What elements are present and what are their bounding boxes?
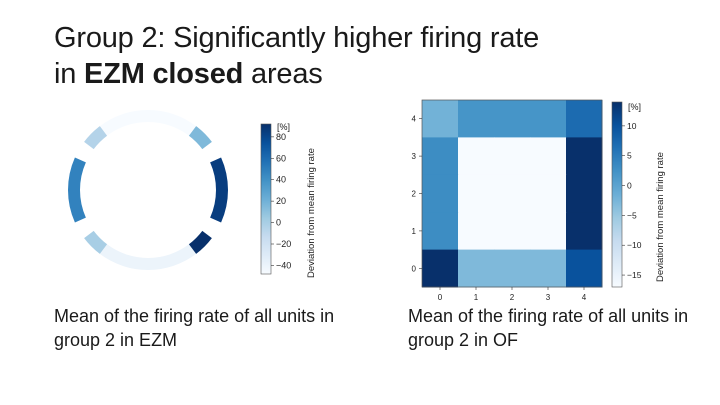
- of-cell: [494, 174, 531, 213]
- of-colorbar-tick-label: −5: [627, 210, 637, 220]
- of-x-tick-label: 2: [510, 293, 515, 302]
- of-cell: [422, 100, 459, 138]
- of-cell: [458, 100, 495, 138]
- of-cell: [566, 137, 603, 176]
- ezm-colorbar: [260, 123, 272, 275]
- title-line-2-pre: in: [54, 58, 85, 90]
- ezm-caption: Mean of the firing rate of all units in …: [54, 306, 335, 350]
- of-x-tick-label: 3: [546, 293, 551, 302]
- ezm-colorbar-tick-label: −40: [276, 260, 291, 270]
- slide-title: Group 2: Significantly higher firing rat…: [54, 20, 539, 92]
- of-y-tick-label: 4: [412, 115, 417, 124]
- of-y-tick-label: 3: [412, 152, 417, 161]
- of-cell: [530, 212, 567, 251]
- ezm-segment-bottom: [99, 244, 197, 270]
- of-cell: [494, 137, 531, 176]
- ezm-colorbar-label: Deviation from mean firing rate: [306, 148, 317, 278]
- of-heatmap-cells: [422, 100, 603, 288]
- of-colorbar-tick-label: −10: [627, 240, 642, 250]
- of-x-tick-label: 0: [438, 293, 443, 302]
- ezm-segment-upper-left: [84, 126, 108, 150]
- of-x-tick-label: 1: [474, 293, 479, 302]
- of-colorbar-unit: [%]: [628, 102, 641, 112]
- of-cell: [458, 137, 495, 176]
- title-line-1: Group 2: Significantly higher firing rat…: [54, 22, 540, 54]
- ezm-colorbar-unit: [%]: [277, 122, 290, 132]
- ezm-segment-top: [99, 110, 197, 136]
- of-cell: [422, 137, 459, 176]
- of-cell: [494, 100, 531, 138]
- of-cell: [566, 212, 603, 251]
- of-caption: Mean of the firing rate of all units in …: [408, 306, 689, 350]
- ezm-colorbar-ticks: 80 60 40 20 0 −20 −40: [271, 132, 291, 270]
- of-cell: [494, 212, 531, 251]
- ezm-ring: [67, 110, 228, 270]
- of-colorbar-label: Deviation from mean firing rate: [655, 152, 666, 282]
- of-x-tick-label: 4: [582, 293, 587, 302]
- of-cell: [422, 212, 459, 251]
- ezm-segment-right: [210, 157, 228, 223]
- of-y-tick-label: 2: [412, 190, 417, 199]
- of-colorbar-ticks: 10 5 0 −5 −10 −15: [622, 121, 642, 280]
- of-y-tick-label: 1: [412, 227, 417, 236]
- of-cell: [530, 174, 567, 213]
- ezm-colorbar-tick-label: 40: [276, 175, 286, 185]
- of-cell: [566, 249, 603, 288]
- of-cell: [494, 249, 531, 288]
- of-cell: [530, 100, 567, 138]
- of-y-tick-label: 0: [412, 264, 417, 273]
- of-cell: [530, 137, 567, 176]
- ezm-colorbar-tick-label: −20: [276, 239, 291, 249]
- of-colorbar-tick-label: 10: [627, 121, 637, 131]
- ezm-ring-chart: 80 60 40 20 0 −20 −40 [%] Deviation from mean …: [67, 110, 317, 278]
- ezm-colorbar-tick-label: 80: [276, 132, 286, 142]
- of-colorbar-tick-label: 0: [627, 181, 632, 191]
- ezm-colorbar-tick-label: 0: [276, 218, 281, 228]
- of-cell: [422, 174, 459, 213]
- ezm-segment-left: [67, 157, 86, 223]
- ezm-colorbar-tick-label: 60: [276, 153, 286, 163]
- of-cell: [458, 174, 495, 213]
- of-cell: [422, 249, 459, 288]
- title-line-2-post: areas: [243, 58, 323, 90]
- of-cell: [458, 249, 495, 288]
- ezm-segment-lower-left: [84, 230, 108, 254]
- title-line-2-bold: EZM closed: [84, 58, 244, 90]
- of-cell: [530, 249, 567, 288]
- ezm-segment-upper-right: [188, 126, 212, 150]
- of-cell: [458, 212, 495, 251]
- ezm-segment-lower-right: [188, 230, 212, 254]
- of-colorbar-tick-label: 5: [627, 151, 632, 161]
- of-cell: [566, 174, 603, 213]
- of-colorbar: [611, 101, 623, 288]
- ezm-colorbar-tick-label: 20: [276, 196, 286, 206]
- of-heatmap-chart: 0 1 2 3 4 0 1 2 3 4 10 5 0 −5 −10 −15 [%] Deviation fr…: [412, 99, 666, 302]
- of-axis-ticks: 0 1 2 3 4 0 1 2 3 4: [412, 115, 587, 302]
- of-cell: [566, 100, 603, 138]
- of-colorbar-tick-label: −15: [627, 270, 642, 280]
